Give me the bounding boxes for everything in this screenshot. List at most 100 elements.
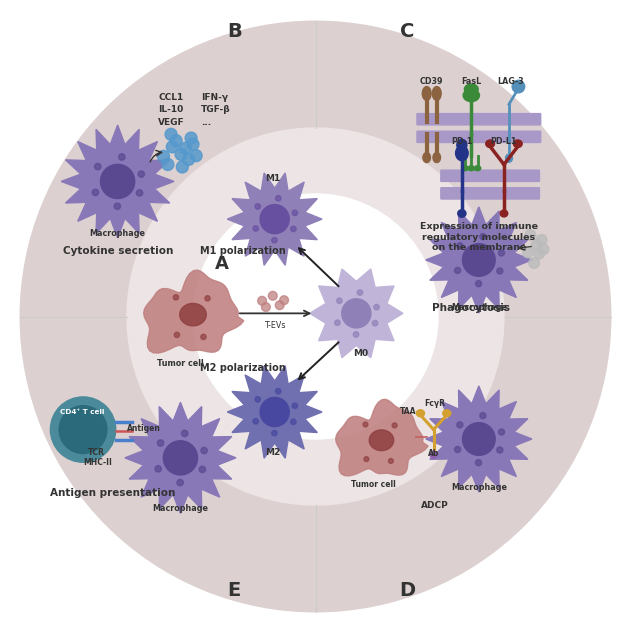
Circle shape: [170, 135, 182, 147]
Ellipse shape: [443, 410, 451, 417]
Circle shape: [454, 446, 461, 453]
Circle shape: [185, 132, 197, 144]
Polygon shape: [426, 207, 532, 313]
Circle shape: [190, 150, 202, 161]
Circle shape: [498, 250, 505, 256]
Circle shape: [363, 422, 368, 427]
Circle shape: [392, 423, 397, 428]
Text: Antigen: Antigen: [127, 424, 161, 433]
Polygon shape: [61, 125, 174, 238]
Text: TCR: TCR: [88, 448, 105, 456]
Text: M2 polarization: M2 polarization: [201, 363, 286, 373]
Circle shape: [158, 150, 170, 162]
Circle shape: [20, 22, 611, 611]
Circle shape: [457, 422, 463, 428]
Polygon shape: [227, 173, 322, 265]
Circle shape: [498, 429, 505, 435]
Circle shape: [291, 226, 296, 232]
Circle shape: [163, 441, 198, 475]
Circle shape: [100, 165, 134, 199]
Text: M1 polarization: M1 polarization: [201, 246, 286, 256]
Ellipse shape: [422, 87, 431, 101]
Circle shape: [342, 299, 371, 328]
Circle shape: [193, 194, 438, 439]
Circle shape: [497, 447, 503, 453]
Ellipse shape: [457, 139, 467, 151]
Text: CD4⁺ T cell: CD4⁺ T cell: [60, 409, 104, 415]
Circle shape: [253, 418, 259, 424]
Ellipse shape: [180, 303, 206, 326]
Ellipse shape: [464, 84, 478, 94]
Circle shape: [59, 406, 107, 453]
Circle shape: [95, 163, 101, 170]
Circle shape: [480, 413, 486, 418]
Ellipse shape: [486, 140, 495, 147]
Circle shape: [199, 466, 206, 473]
FancyBboxPatch shape: [441, 188, 540, 199]
Text: Expression of immune
regulatory molecules
on the membrane: Expression of immune regulatory molecule…: [420, 222, 538, 252]
Circle shape: [480, 234, 486, 240]
Circle shape: [182, 430, 188, 437]
Polygon shape: [310, 269, 403, 358]
Circle shape: [334, 320, 340, 325]
Circle shape: [205, 296, 210, 301]
Text: ADCP: ADCP: [421, 501, 449, 510]
Circle shape: [272, 430, 277, 436]
Circle shape: [292, 403, 298, 408]
Text: VEGF: VEGF: [158, 118, 185, 127]
Ellipse shape: [505, 154, 512, 162]
Circle shape: [353, 332, 359, 337]
Circle shape: [280, 296, 288, 304]
Circle shape: [534, 248, 545, 259]
Ellipse shape: [423, 153, 430, 163]
Circle shape: [476, 280, 481, 287]
Text: Macrophage: Macrophage: [153, 505, 208, 513]
Polygon shape: [227, 366, 322, 458]
Circle shape: [255, 397, 261, 402]
Text: FcγR: FcγR: [425, 399, 445, 408]
Circle shape: [127, 128, 504, 505]
Text: M2: M2: [265, 448, 280, 456]
Text: CD39: CD39: [420, 77, 444, 86]
Circle shape: [257, 296, 266, 305]
Ellipse shape: [462, 166, 468, 171]
Circle shape: [276, 196, 281, 201]
Circle shape: [531, 239, 542, 250]
Text: CCL1: CCL1: [158, 93, 184, 102]
Circle shape: [165, 128, 177, 141]
Circle shape: [476, 460, 481, 466]
Circle shape: [529, 258, 540, 268]
Text: M0: M0: [353, 349, 369, 358]
Text: ...: ...: [201, 118, 211, 127]
Text: Phagocytosis: Phagocytosis: [432, 303, 510, 313]
Circle shape: [272, 237, 277, 243]
Ellipse shape: [416, 410, 425, 417]
Text: B: B: [228, 22, 242, 41]
Circle shape: [463, 244, 495, 276]
Polygon shape: [336, 399, 428, 476]
Circle shape: [187, 139, 199, 150]
Text: Macrophage: Macrophage: [90, 229, 146, 238]
Circle shape: [179, 142, 191, 154]
Circle shape: [512, 80, 525, 93]
Circle shape: [522, 247, 533, 258]
Circle shape: [138, 171, 144, 177]
Circle shape: [364, 456, 369, 461]
Text: Ab: Ab: [428, 449, 439, 458]
Text: PD-L1: PD-L1: [491, 137, 517, 146]
Polygon shape: [426, 386, 532, 492]
Circle shape: [372, 320, 378, 326]
Text: E: E: [228, 581, 241, 600]
Polygon shape: [144, 270, 244, 353]
Circle shape: [454, 267, 461, 273]
Ellipse shape: [369, 430, 394, 451]
Circle shape: [457, 242, 463, 249]
Text: Antigen presentation: Antigen presentation: [50, 487, 176, 498]
Circle shape: [174, 332, 180, 337]
Ellipse shape: [433, 153, 440, 163]
Circle shape: [268, 291, 277, 300]
Circle shape: [261, 303, 270, 311]
Circle shape: [276, 389, 281, 394]
Circle shape: [357, 290, 363, 295]
Circle shape: [162, 158, 174, 170]
